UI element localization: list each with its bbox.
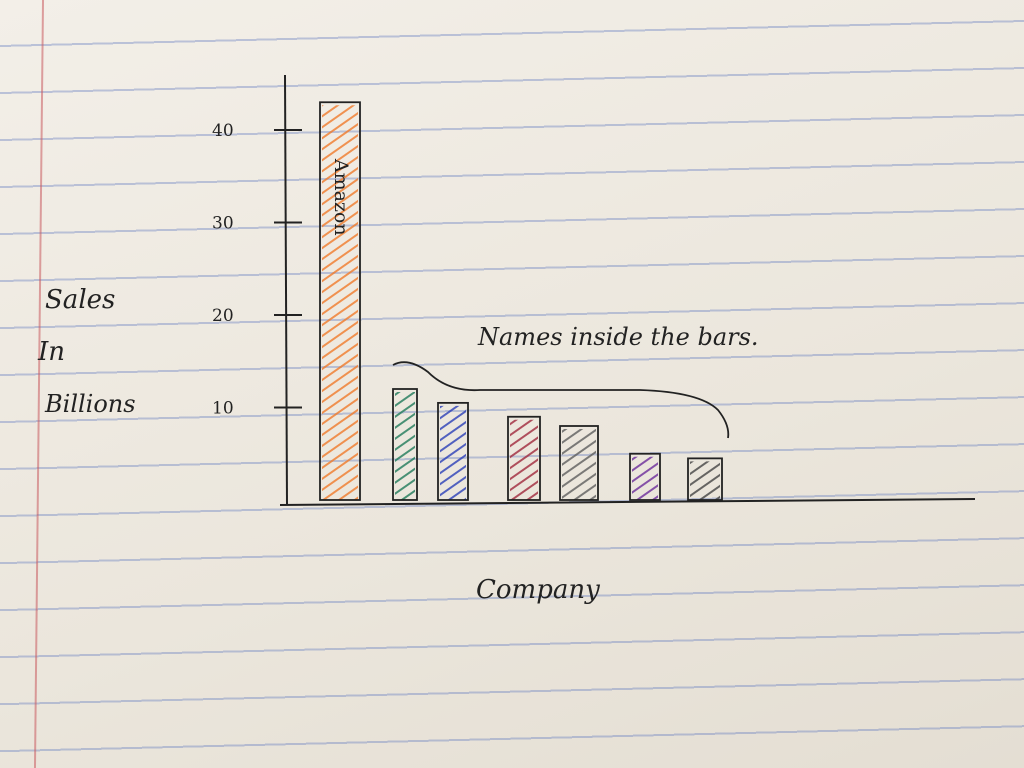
x-axis: [279, 498, 976, 506]
bar-fill: [395, 392, 415, 500]
y-axis-label-line-1: Sales: [45, 285, 115, 315]
y-tick-label: 40: [212, 121, 234, 141]
bar-fill: [632, 456, 658, 500]
bar-fill: [322, 105, 358, 500]
bar-label: Amazon: [330, 158, 352, 236]
bar: [437, 401, 469, 501]
annotation-brace: [392, 361, 730, 439]
x-axis-label: Company: [476, 575, 600, 605]
y-tick-label: 10: [212, 399, 234, 419]
bar-fill: [562, 429, 596, 500]
bar: [319, 101, 361, 501]
bar: [629, 452, 661, 501]
bar: [559, 425, 599, 501]
bar-fill: [510, 419, 538, 500]
annotation-text: Names inside the bars.: [477, 323, 759, 351]
bar: [687, 457, 723, 501]
bars: [319, 101, 723, 501]
y-ticks: 10 20 30 40: [212, 121, 302, 419]
y-axis-label: Sales In Billions: [37, 285, 136, 418]
bar-fill: [440, 405, 466, 500]
bar-labels: Amazon: [330, 158, 352, 236]
bar-fill: [690, 461, 720, 500]
bar: [507, 415, 541, 501]
y-tick-label: 20: [212, 306, 234, 326]
y-tick-label: 30: [212, 214, 234, 234]
bar: [392, 388, 418, 501]
y-axis-label-line-3: Billions: [44, 390, 136, 418]
y-axis: [284, 74, 288, 506]
y-axis-label-line-2: In: [37, 337, 65, 367]
